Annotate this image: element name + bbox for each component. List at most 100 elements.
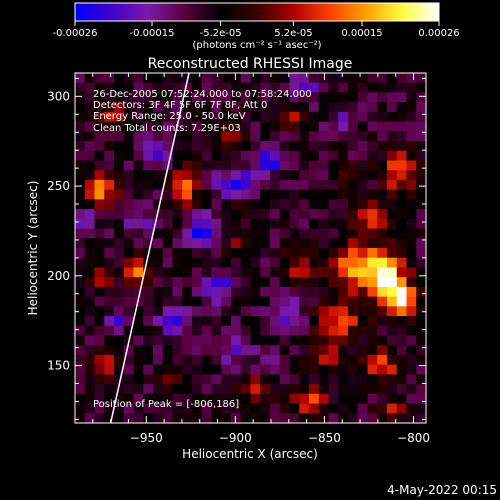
heatmap-cell [250, 306, 261, 317]
heatmap-cell [75, 335, 86, 346]
heatmap-cell [231, 354, 242, 366]
heatmap-cell [153, 393, 164, 405]
heatmap-cell [357, 316, 369, 327]
heatmap-cell [279, 257, 291, 269]
heatmap-cell [240, 111, 252, 123]
heatmap-cell [406, 238, 417, 249]
heatmap-cell [75, 384, 86, 395]
heatmap-cell [338, 384, 349, 395]
heatmap-cell [75, 306, 86, 317]
heatmap-cell [182, 345, 193, 356]
heatmap-cell [192, 102, 203, 113]
heatmap-cell [396, 141, 408, 152]
heatmap-cell [377, 141, 388, 152]
heatmap-cell [328, 160, 339, 171]
heatmap-cell [387, 179, 398, 191]
heatmap-cell [192, 413, 203, 423]
heatmap-cell [182, 286, 193, 298]
heatmap-cell [133, 121, 144, 132]
heatmap-cell [309, 102, 320, 113]
heatmap-cell [221, 218, 232, 230]
heatmap-cell [84, 296, 96, 307]
heatmap-cell [270, 179, 281, 191]
heatmap-cell [211, 82, 222, 94]
heatmap-cell [104, 179, 115, 191]
heatmap-cell [279, 160, 291, 171]
heatmap-cell [211, 248, 222, 259]
heatmap-cell [153, 354, 164, 366]
heatmap-cell [182, 248, 193, 259]
heatmap-cell [201, 325, 213, 337]
colorbar-tick-label: -0.00026 [53, 28, 98, 39]
heatmap-cell [182, 267, 193, 278]
heatmap-cell [143, 92, 154, 103]
heatmap-cell [279, 228, 291, 239]
heatmap-cell [396, 248, 408, 259]
heatmap-cell [114, 179, 125, 191]
solar-limb-line [109, 73, 190, 423]
heatmap-cell [299, 277, 310, 288]
heatmap-cell [387, 335, 398, 346]
heatmap-cell [172, 354, 183, 366]
heatmap-cell [104, 131, 115, 142]
heatmap-cell [153, 73, 164, 84]
heatmap-cell [211, 170, 222, 181]
heatmap-cell [279, 374, 291, 385]
heatmap-cell [133, 92, 144, 103]
heatmap-cell [211, 228, 222, 239]
heatmap-cell [143, 170, 154, 181]
heatmap-cell [114, 364, 125, 375]
heatmap-cell [367, 393, 378, 405]
heatmap-cell [367, 296, 378, 307]
heatmap-cell [348, 150, 359, 162]
heatmap-cell [289, 160, 300, 171]
heatmap-cell [84, 160, 96, 171]
heatmap-cell [133, 364, 144, 375]
heatmap-cell [84, 82, 96, 94]
heatmap-cell [201, 345, 213, 356]
heatmap-cell [260, 364, 271, 375]
heatmap-cell [153, 179, 164, 191]
heatmap-cell [143, 199, 154, 210]
heatmap-cell [211, 277, 222, 288]
heatmap-cell [231, 384, 242, 395]
heatmap-cell [387, 82, 398, 94]
heatmap-cell [133, 179, 144, 191]
heatmap-cell [396, 170, 408, 181]
heatmap-cell [357, 325, 369, 337]
heatmap-cell [396, 160, 408, 171]
heatmap-cell [162, 141, 174, 152]
heatmap-cell [153, 374, 164, 385]
heatmap-cell [270, 248, 281, 259]
heatmap-cell [416, 228, 426, 239]
heatmap-cell [406, 179, 417, 191]
heatmap-cell [416, 179, 426, 191]
heatmap-cell [348, 189, 359, 200]
heatmap-cell [192, 393, 203, 405]
heatmap-cell [318, 403, 330, 414]
heatmap-cell [182, 384, 193, 395]
heatmap-cell [357, 141, 369, 152]
heatmap-cell [270, 92, 281, 103]
heatmap-cell [367, 160, 378, 171]
heatmap-cell [114, 238, 125, 249]
heatmap-cell [211, 364, 222, 375]
heatmap-cell [309, 306, 320, 317]
heatmap-cell [123, 170, 135, 181]
heatmap-cell [84, 150, 96, 162]
heatmap-cell [162, 374, 174, 385]
heatmap-cell [367, 335, 378, 346]
heatmap-cell [114, 316, 125, 327]
heatmap-cell [377, 248, 388, 259]
heatmap-cell [299, 102, 310, 113]
heatmap-cell [416, 403, 426, 414]
heatmap-cell [279, 121, 291, 132]
heatmap-cell [201, 393, 213, 405]
x-axis: −950 −900 −850 −800 [74, 73, 430, 445]
heatmap-cell [416, 92, 426, 103]
heatmap-cell [338, 286, 349, 298]
heatmap-cell [114, 384, 125, 395]
heatmap-cell [153, 403, 164, 414]
heatmap-cell [367, 150, 378, 162]
heatmap-cell [299, 413, 310, 423]
